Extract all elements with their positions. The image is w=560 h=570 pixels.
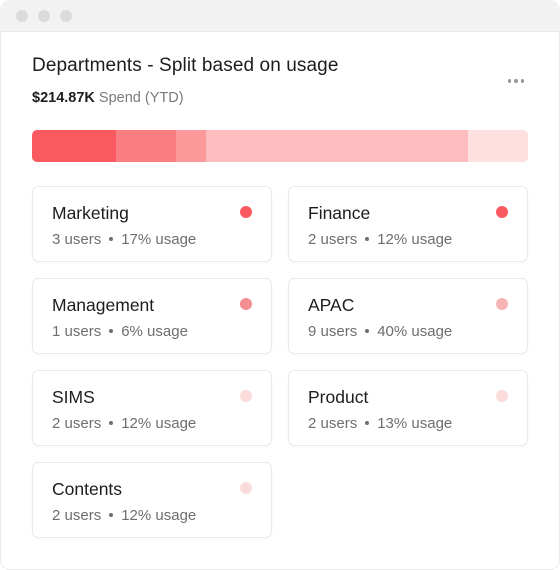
spend-summary: $214.87K Spend (YTD) <box>32 90 184 106</box>
department-color-dot-icon <box>240 206 252 218</box>
department-name: Finance <box>308 203 371 223</box>
department-name: APAC <box>308 295 355 315</box>
department-usage: 12% usage <box>121 415 197 432</box>
department-stats: 2 users 12% usage <box>308 231 452 248</box>
departments-panel: Departments - Split based on usage $214.… <box>32 32 528 130</box>
department-stats: 2 users 13% usage <box>308 415 452 432</box>
department-stats: 9 users 40% usage <box>308 323 452 340</box>
usage-segment-marketing <box>32 130 117 162</box>
close-window-icon[interactable] <box>16 9 28 22</box>
department-usage: 13% usage <box>377 415 453 432</box>
usage-segment-management <box>175 130 206 162</box>
minimize-window-icon[interactable] <box>38 9 50 22</box>
department-color-dot-icon <box>496 206 508 218</box>
department-color-dot-icon <box>240 298 252 310</box>
page-title: Departments - Split based on usage <box>32 55 339 76</box>
department-users: 2 users <box>52 415 102 432</box>
panel-header: Departments - Split based on usage $214.… <box>32 32 528 130</box>
department-usage: 40% usage <box>377 323 453 340</box>
spend-label: Spend (YTD) <box>98 90 184 106</box>
department-card-marketing[interactable]: Marketing 3 users 17% usage <box>32 186 272 262</box>
department-users: 3 users <box>52 231 102 248</box>
department-name: Product <box>308 387 369 407</box>
usage-segment-apac <box>205 130 469 162</box>
department-color-dot-icon <box>496 390 508 402</box>
department-name: Management <box>52 295 155 315</box>
department-usage: 12% usage <box>121 507 197 524</box>
bullet-separator-icon <box>109 512 114 517</box>
department-card-sims[interactable]: SIMS 2 users 12% usage <box>32 370 272 446</box>
bullet-separator-icon <box>109 420 114 425</box>
department-card-contents[interactable]: Contents 2 users 12% usage <box>32 462 272 538</box>
department-stats: 2 users 12% usage <box>52 415 196 432</box>
department-name: Contents <box>52 479 123 499</box>
department-card-finance[interactable]: Finance 2 users 12% usage <box>288 186 528 262</box>
department-usage: 17% usage <box>121 231 197 248</box>
window-titlebar <box>0 0 560 32</box>
department-name: Marketing <box>52 203 129 223</box>
department-users: 2 users <box>52 507 102 524</box>
bullet-separator-icon <box>109 328 114 333</box>
usage-split-bar <box>32 130 528 162</box>
spend-amount: $214.87K <box>32 90 95 106</box>
bullet-separator-icon <box>365 236 370 241</box>
department-users: 1 users <box>52 323 102 340</box>
department-users: 2 users <box>308 415 358 432</box>
bullet-separator-icon <box>365 328 370 333</box>
department-card-management[interactable]: Management 1 users 6% usage <box>32 278 272 354</box>
department-users: 2 users <box>308 231 358 248</box>
bullet-separator-icon <box>109 236 114 241</box>
usage-segment-finance <box>116 130 176 162</box>
more-horizontal-icon <box>507 79 512 83</box>
department-stats: 3 users 17% usage <box>52 231 196 248</box>
department-usage: 12% usage <box>377 231 453 248</box>
more-options-button[interactable] <box>504 72 528 90</box>
department-color-dot-icon <box>240 482 252 494</box>
usage-segment-rest <box>468 130 528 162</box>
department-users: 9 users <box>308 323 358 340</box>
department-card-apac[interactable]: APAC 9 users 40% usage <box>288 278 528 354</box>
department-stats: 2 users 12% usage <box>52 507 196 524</box>
department-card-product[interactable]: Product 2 users 13% usage <box>288 370 528 446</box>
department-usage: 6% usage <box>121 323 188 340</box>
department-stats: 1 users 6% usage <box>52 323 188 340</box>
department-name: SIMS <box>52 387 95 407</box>
maximize-window-icon[interactable] <box>60 9 72 22</box>
department-color-dot-icon <box>496 298 508 310</box>
department-color-dot-icon <box>240 390 252 402</box>
bullet-separator-icon <box>365 420 370 425</box>
